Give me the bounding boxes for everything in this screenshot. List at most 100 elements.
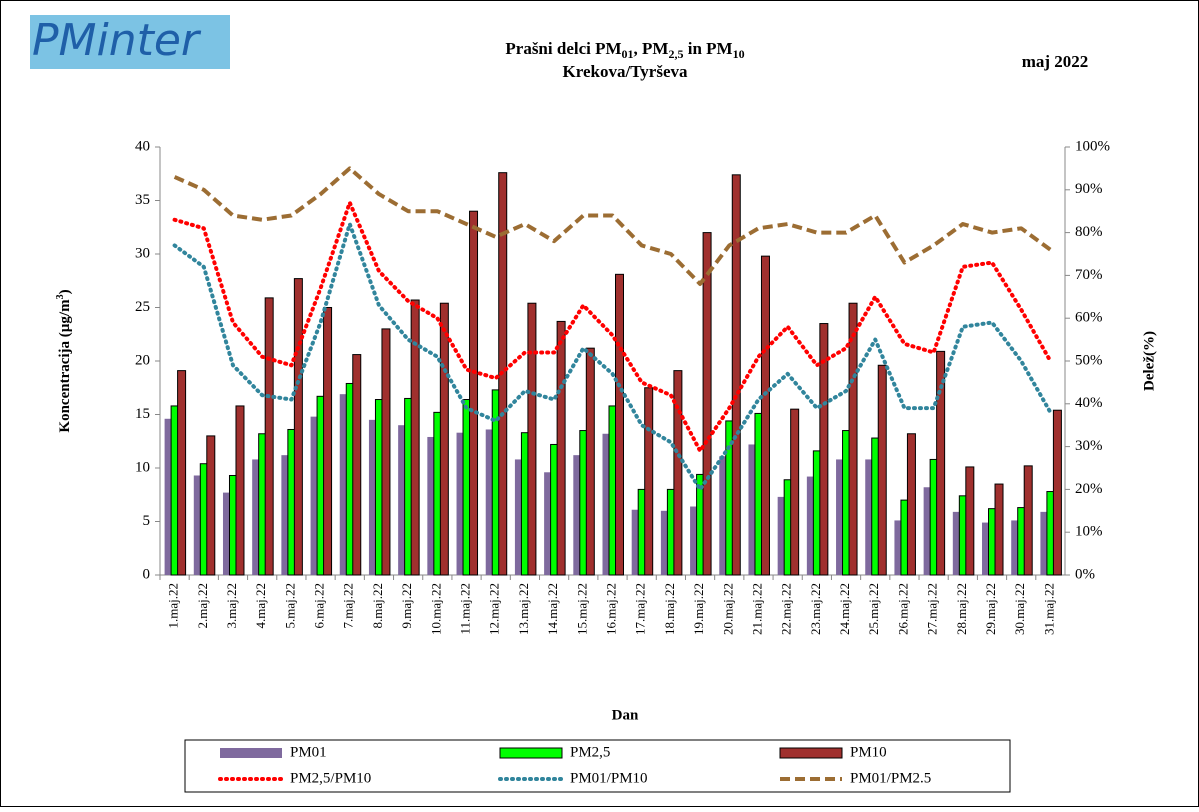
line: [172, 200, 1053, 453]
bar: [877, 364, 887, 576]
title-subscript: 10: [733, 47, 745, 61]
y2-tick-label: 90%: [1075, 181, 1103, 197]
bar: [952, 511, 961, 575]
bar: [702, 232, 712, 576]
title-part: Prašni delci PM: [505, 39, 621, 58]
legend-label: PM01/PM10: [570, 770, 648, 786]
y-tick-label: 35: [135, 192, 150, 208]
title-subscript: 01: [622, 47, 634, 61]
y2-tick-label: 30%: [1075, 438, 1103, 454]
y-tick-label: 5: [143, 513, 151, 529]
bar: [293, 278, 303, 576]
y2-axis-label: Delež(%): [1141, 331, 1157, 391]
logo-bg: [30, 15, 230, 69]
x-tick-label: 27.maj.22: [925, 583, 940, 635]
bar: [556, 320, 566, 576]
x-tick-label: 25.maj.22: [866, 583, 881, 635]
y-tick-label: 10: [135, 459, 150, 475]
x-tick-label: 15.maj.22: [574, 583, 589, 635]
bar: [923, 487, 932, 575]
bar: [719, 456, 728, 575]
bar: [906, 433, 916, 576]
bar: [806, 476, 815, 575]
bar: [439, 302, 449, 576]
x-tick-label: 9.maj.22: [399, 583, 414, 629]
bar: [790, 408, 800, 576]
bar: [994, 483, 1004, 576]
y-tick-label: 15: [135, 406, 150, 422]
period: maj 2022: [1022, 52, 1089, 71]
bar: [456, 432, 465, 575]
bar: [368, 419, 377, 575]
y-label-part: Koncentracija (µg/m: [57, 299, 73, 433]
x-tick-label: 23.maj.22: [808, 583, 823, 635]
title-part: , PM: [634, 39, 669, 58]
x-tick-label: 24.maj.22: [837, 583, 852, 635]
bar: [760, 255, 770, 576]
x-tick-label: 14.maj.22: [545, 583, 560, 635]
legend-label: PM2,5/PM10: [290, 770, 371, 786]
bar: [193, 475, 202, 575]
y2-tick-label: 0%: [1075, 566, 1095, 582]
x-tick-label: 22.maj.22: [779, 583, 794, 635]
bar: [264, 297, 274, 576]
y-label-part: ): [57, 289, 73, 294]
chart-subtitle: Krekova/Tyrševa: [563, 62, 688, 81]
x-axis-label: Dan: [612, 707, 639, 723]
bar: [602, 433, 611, 575]
bar: [352, 354, 362, 576]
bar: [485, 429, 494, 575]
bar: [585, 347, 595, 576]
bar: [1052, 409, 1062, 576]
bar: [177, 370, 187, 576]
bar: [777, 496, 786, 575]
bar: [748, 444, 757, 575]
y-tick-label: 40: [135, 138, 150, 154]
bar: [819, 323, 829, 576]
x-tick-label: 7.maj.22: [341, 583, 356, 629]
bar: [544, 472, 553, 575]
bar: [252, 459, 261, 575]
bar: [427, 436, 436, 575]
bar: [339, 394, 348, 575]
legend-swatch: [499, 747, 563, 759]
x-tick-label: 1.maj.22: [166, 583, 181, 629]
bar: [1040, 511, 1049, 575]
bar: [660, 510, 669, 575]
bar: [615, 273, 624, 576]
x-tick-label: 2.maj.22: [195, 583, 210, 629]
x-tick-label: 10.maj.22: [428, 583, 443, 635]
legend: [184, 739, 1011, 793]
bar: [164, 418, 173, 575]
bar: [982, 522, 991, 575]
bar: [222, 492, 231, 575]
y2-tick-label: 40%: [1075, 395, 1103, 411]
y-label-superscript: 3: [55, 294, 66, 299]
title-subscript: 2,5: [668, 47, 683, 61]
x-tick-label: 17.maj.22: [633, 583, 648, 635]
x-tick-label: 19.maj.22: [691, 583, 706, 635]
bar: [1023, 465, 1033, 576]
bar: [235, 405, 245, 576]
bar: [631, 509, 640, 575]
bar: [965, 466, 975, 576]
x-tick-label: 20.maj.22: [720, 583, 735, 635]
bar: [894, 520, 903, 575]
line: [173, 166, 1052, 286]
legend-label: PM01: [290, 744, 327, 760]
y2-tick-label: 10%: [1075, 524, 1103, 540]
x-tick-label: 18.maj.22: [662, 583, 677, 635]
legend-label: PM10: [850, 744, 887, 760]
x-tick-label: 11.maj.22: [458, 583, 473, 635]
y-tick-label: 20: [135, 352, 150, 368]
bar: [323, 307, 333, 576]
x-tick-label: 3.maj.22: [224, 583, 239, 629]
bar: [398, 425, 407, 575]
line: [172, 222, 1053, 492]
x-tick-label: 13.maj.22: [516, 583, 531, 635]
y2-tick-label: 60%: [1075, 310, 1103, 326]
title-part: in PM: [683, 39, 732, 58]
bar: [206, 435, 216, 576]
y2-tick-label: 20%: [1075, 481, 1103, 497]
